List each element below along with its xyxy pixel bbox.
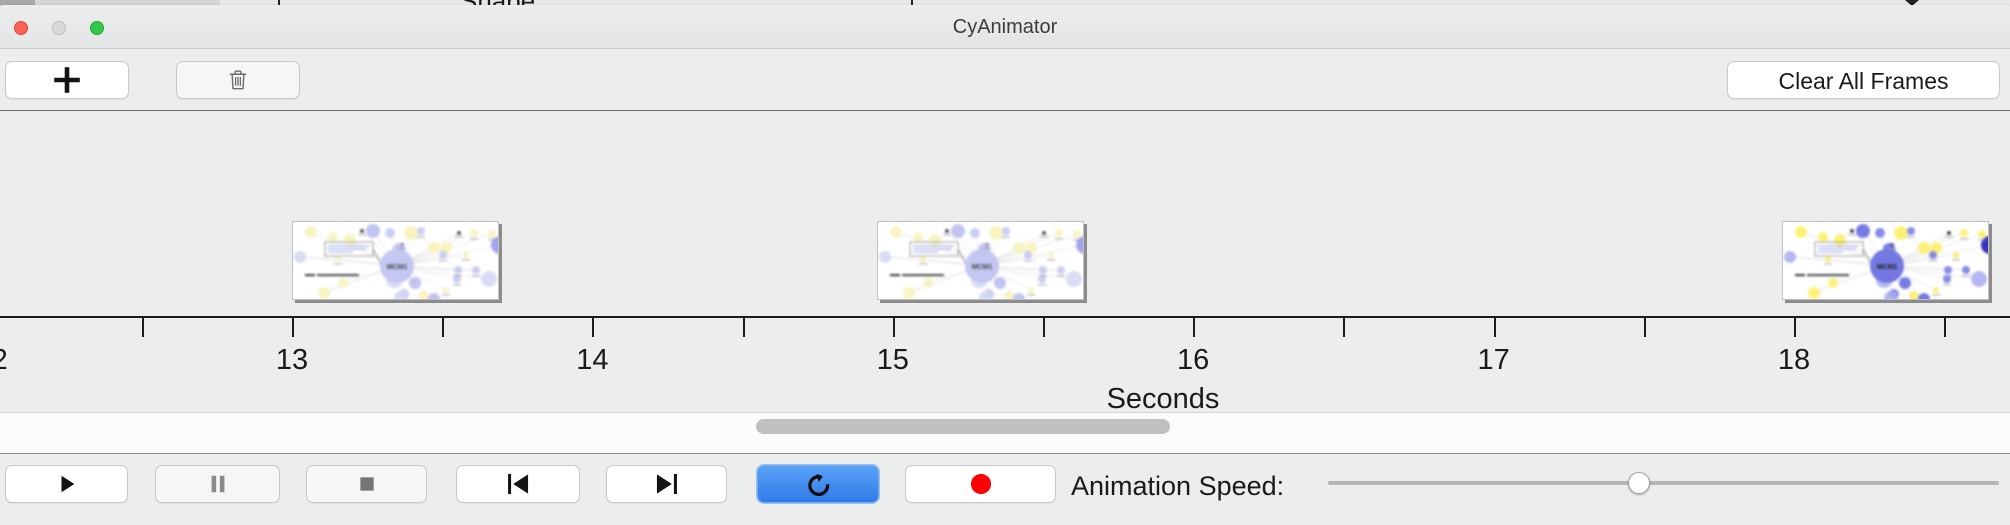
svg-text:MCM1: MCM1	[387, 264, 408, 271]
svg-text:MCM1: MCM1	[972, 264, 993, 271]
svg-text:MCM1: MCM1	[1877, 264, 1898, 271]
